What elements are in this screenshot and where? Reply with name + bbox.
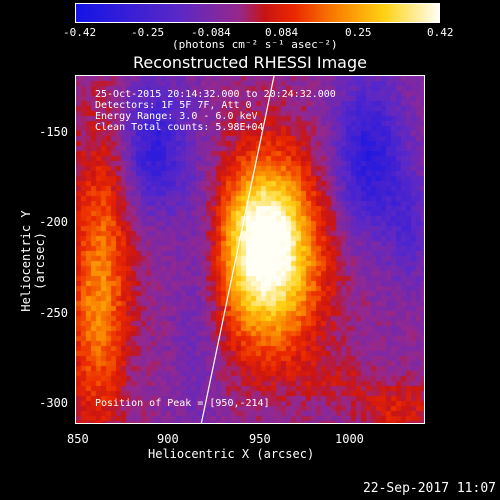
x-axis-label: Heliocentric X (arcsec): [148, 447, 315, 461]
colorbar: [75, 3, 440, 23]
colorbar-tick: -0.084: [191, 26, 231, 39]
colorbar-tick: 0.084: [265, 26, 299, 39]
info-energy: Energy Range: 3.0 - 6.0 keV: [95, 111, 258, 122]
x-tick-label: 850: [67, 432, 89, 446]
timestamp: 22-Sep-2017 11:07: [362, 481, 496, 496]
colorbar-unit: (photons cm⁻² s⁻¹ asec⁻²): [172, 38, 338, 51]
colorbar-tick: 0.25: [345, 26, 372, 39]
y-tick-label: -300: [39, 396, 68, 410]
x-tick-label: 1000: [335, 432, 364, 446]
solar-limb-line: [200, 76, 275, 423]
y-tick-label: -200: [39, 215, 68, 229]
y-tick-label: -250: [39, 306, 68, 320]
colorbar-tick: -0.25: [131, 26, 165, 39]
info-time: 25-Oct-2015 20:14:32.000 to 20:24:32.000: [95, 89, 336, 100]
x-tick-label: 950: [249, 432, 271, 446]
info-clean: Clean Total counts: 5.98E+04: [95, 122, 264, 133]
colorbar-tick: 0.42: [427, 26, 454, 39]
y-axis-label: Heliocentric Y (arcsec): [19, 210, 47, 312]
info-peak: Position of Peak = [950,-214]: [95, 398, 270, 409]
info-detectors: Detectors: 1F 5F 7F, Att 0: [95, 100, 252, 111]
y-tick-label: -150: [39, 125, 68, 139]
colorbar-tick: -0.42: [63, 26, 97, 39]
x-tick-label: 900: [157, 432, 179, 446]
rhessi-image: 25-Oct-2015 20:14:32.000 to 20:24:32.000…: [75, 75, 425, 424]
image-title: Reconstructed RHESSI Image: [133, 53, 367, 72]
heatmap: [76, 76, 424, 423]
